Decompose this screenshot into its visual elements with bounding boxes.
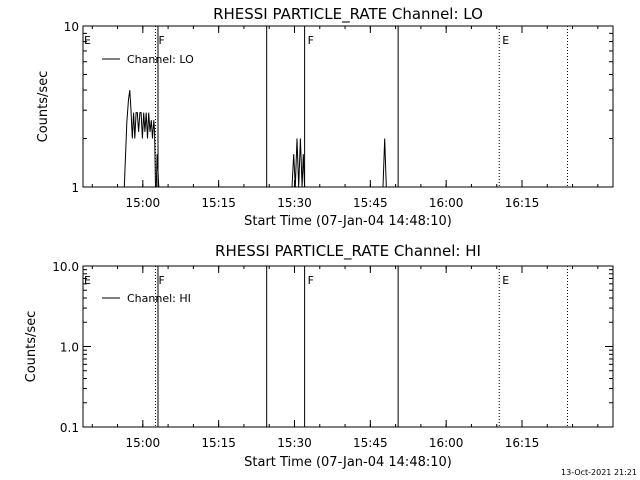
panel-lo-legend-label: Channel: LO [127, 53, 194, 66]
panel-lo-y-tick-label: 10 [64, 20, 79, 34]
panel-hi-chart-title: RHESSI PARTICLE_RATE Channel: HI [215, 242, 481, 261]
panel-lo-y-axis-label: Counts/sec [36, 71, 51, 143]
panel-lo-chart-title: RHESSI PARTICLE_RATE Channel: LO [213, 5, 483, 24]
panel-lo-plot-frame [82, 25, 614, 188]
panel-hi-plot-frame [82, 265, 614, 428]
panel-lo-edge-marker-label: E [84, 34, 91, 47]
panel-lo-x-tick-label: 16:00 [429, 196, 464, 210]
panel-hi-legend-label: Channel: HI [127, 292, 191, 305]
panel-lo-event-marker-label: F [158, 34, 164, 47]
panel-hi-x-tick-label: 16:00 [429, 436, 464, 450]
panel-lo-x-tick-label: 15:00 [126, 196, 161, 210]
panel-lo-event-marker-label: E [502, 34, 509, 47]
panel-hi-edge-marker-label: E [84, 274, 91, 287]
panel-lo-y-tick-label: 1 [71, 181, 79, 195]
panel-hi-y-tick-label: 0.1 [60, 421, 79, 435]
panel-hi-x-tick-label: 15:00 [126, 436, 161, 450]
panel-hi-y-tick-label: 10.0 [52, 260, 79, 274]
panel-hi-y-axis-label: Counts/sec [24, 311, 39, 383]
panel-hi-x-tick-label: 15:30 [277, 436, 312, 450]
panel-hi-x-axis-label: Start Time (07-Jan-04 14:48:10) [244, 455, 452, 470]
footer-timestamp: 13-Oct-2021 21:21 [561, 468, 637, 477]
panel-lo-event-marker-label: F [308, 34, 314, 47]
panel-hi-event-marker-label: F [158, 274, 164, 287]
panel-hi-x-tick-label: 16:15 [505, 436, 540, 450]
panel-hi-x-tick-label: 15:15 [201, 436, 236, 450]
panel-lo-series-line [123, 90, 387, 188]
panel-hi-event-marker-label: F [308, 274, 314, 287]
panel-hi-x-tick-label: 15:45 [353, 436, 388, 450]
panel-lo-x-axis-label: Start Time (07-Jan-04 14:48:10) [244, 214, 452, 229]
panel-lo-x-tick-label: 15:45 [353, 196, 388, 210]
panel-lo-x-tick-label: 15:15 [201, 196, 236, 210]
panel-hi-y-tick-label: 1.0 [60, 341, 79, 355]
panel-lo-x-tick-label: 16:15 [505, 196, 540, 210]
panel-hi-event-marker-label: E [502, 274, 509, 287]
panel-lo-x-tick-label: 15:30 [277, 196, 312, 210]
